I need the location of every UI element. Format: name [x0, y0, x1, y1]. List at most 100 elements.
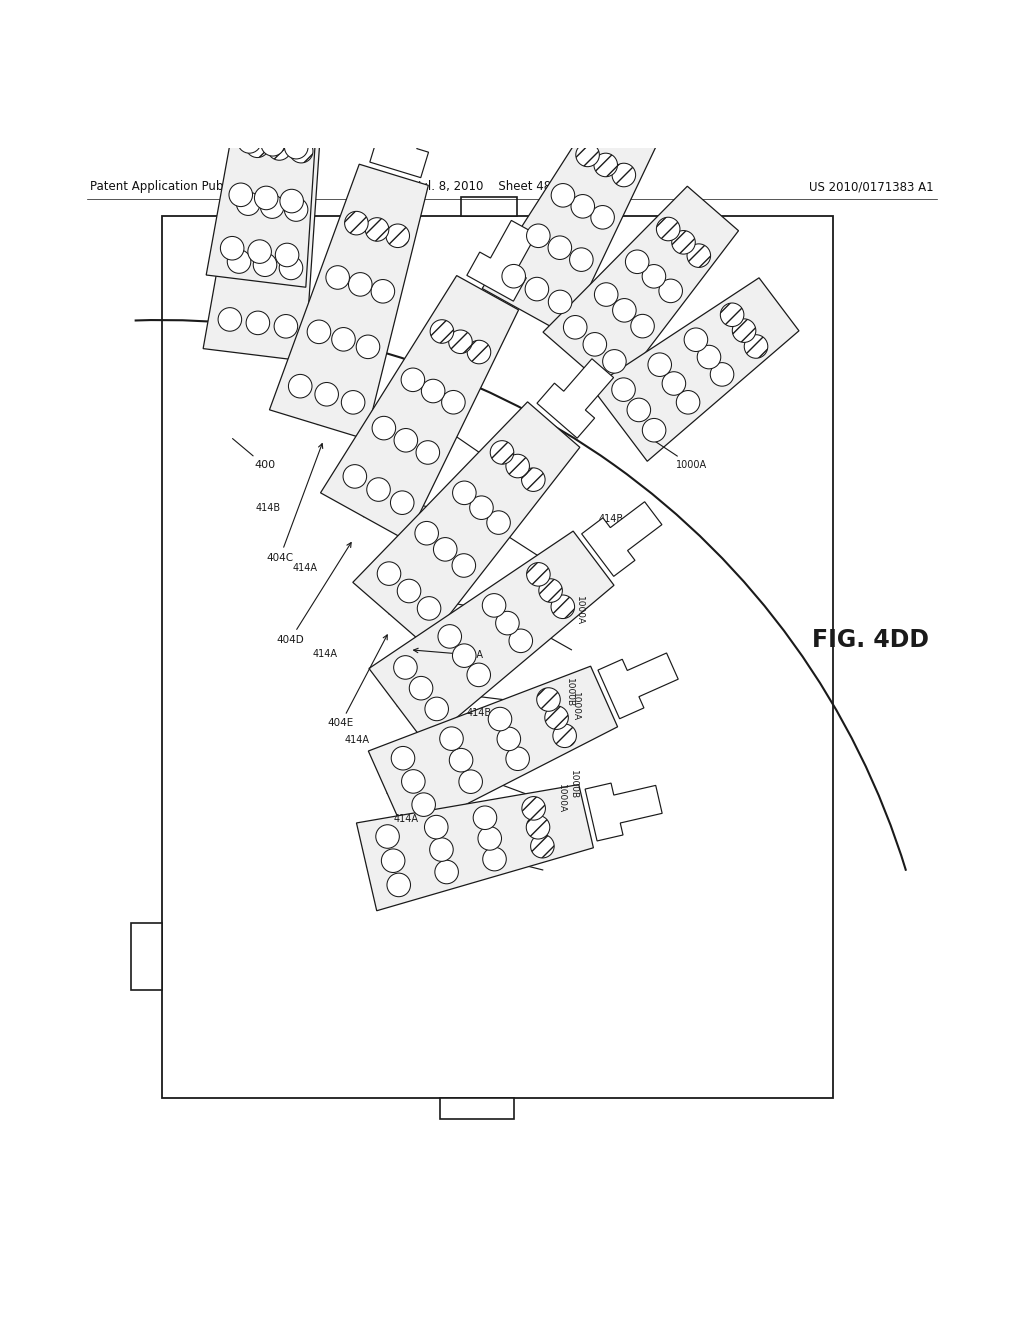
Circle shape	[591, 206, 614, 230]
Circle shape	[332, 327, 355, 351]
Circle shape	[453, 480, 476, 504]
Circle shape	[418, 597, 441, 620]
Circle shape	[441, 391, 465, 414]
Polygon shape	[203, 86, 323, 362]
Circle shape	[412, 793, 435, 816]
Circle shape	[289, 82, 312, 106]
Circle shape	[658, 279, 682, 302]
Circle shape	[603, 350, 627, 374]
Circle shape	[525, 277, 549, 301]
Circle shape	[253, 253, 276, 276]
Circle shape	[522, 796, 546, 820]
Circle shape	[648, 352, 672, 376]
Polygon shape	[369, 531, 614, 743]
Circle shape	[377, 562, 400, 585]
Polygon shape	[582, 502, 662, 577]
Circle shape	[390, 491, 414, 515]
Text: 1000A: 1000A	[647, 436, 707, 470]
Circle shape	[289, 375, 312, 397]
Circle shape	[697, 346, 721, 368]
Circle shape	[356, 335, 380, 359]
Circle shape	[563, 315, 587, 339]
Circle shape	[569, 248, 593, 272]
Circle shape	[307, 319, 331, 343]
Circle shape	[530, 834, 554, 858]
Text: 1000B: 1000B	[565, 678, 573, 708]
Circle shape	[521, 467, 545, 491]
Circle shape	[425, 697, 449, 721]
Circle shape	[425, 816, 449, 840]
Circle shape	[684, 327, 708, 351]
Circle shape	[430, 319, 454, 343]
Circle shape	[583, 333, 606, 356]
Circle shape	[506, 454, 529, 478]
Text: 414A: 414A	[293, 562, 317, 573]
Circle shape	[218, 308, 242, 331]
Text: 1000A: 1000A	[594, 520, 602, 549]
Circle shape	[229, 183, 253, 207]
Circle shape	[220, 236, 244, 260]
Circle shape	[397, 579, 421, 603]
Circle shape	[345, 211, 369, 235]
Circle shape	[575, 143, 599, 166]
Circle shape	[663, 372, 686, 395]
Polygon shape	[461, 197, 517, 215]
Circle shape	[453, 644, 476, 668]
Circle shape	[227, 249, 251, 273]
Polygon shape	[537, 359, 613, 438]
Circle shape	[367, 478, 390, 502]
Circle shape	[285, 136, 308, 158]
Circle shape	[526, 562, 550, 586]
Circle shape	[467, 663, 490, 686]
Circle shape	[537, 688, 560, 711]
Circle shape	[348, 273, 372, 296]
Circle shape	[237, 191, 260, 215]
Circle shape	[391, 746, 415, 770]
Text: 414B: 414B	[599, 513, 625, 524]
Text: 404C: 404C	[266, 444, 323, 562]
Circle shape	[366, 218, 389, 242]
Text: 414A: 414A	[393, 813, 418, 824]
Circle shape	[496, 611, 519, 635]
Circle shape	[438, 624, 462, 648]
Circle shape	[612, 298, 636, 322]
Circle shape	[274, 314, 298, 338]
Circle shape	[720, 304, 743, 326]
Circle shape	[275, 243, 299, 267]
Circle shape	[626, 249, 649, 273]
Circle shape	[341, 391, 365, 414]
Text: 1000A: 1000A	[571, 692, 580, 721]
Polygon shape	[131, 923, 162, 990]
Circle shape	[246, 135, 269, 157]
Circle shape	[551, 183, 574, 207]
Polygon shape	[269, 164, 428, 440]
Circle shape	[631, 314, 654, 338]
Circle shape	[267, 137, 291, 160]
Text: 414A: 414A	[344, 735, 369, 744]
Circle shape	[478, 826, 502, 850]
Circle shape	[642, 418, 666, 442]
Circle shape	[416, 441, 439, 465]
Circle shape	[467, 341, 490, 364]
Polygon shape	[353, 401, 580, 645]
Circle shape	[687, 244, 711, 268]
Circle shape	[449, 330, 472, 354]
Circle shape	[482, 847, 506, 871]
Circle shape	[290, 140, 313, 162]
Text: 400: 400	[232, 438, 275, 470]
Circle shape	[488, 708, 512, 731]
Circle shape	[280, 256, 303, 280]
Circle shape	[285, 198, 308, 222]
Circle shape	[486, 511, 510, 535]
Circle shape	[246, 312, 269, 335]
Text: FIG. 4DD: FIG. 4DD	[812, 627, 929, 652]
Text: Jul. 8, 2010    Sheet 48 of 65: Jul. 8, 2010 Sheet 48 of 65	[418, 181, 586, 194]
Text: Patent Application Publication: Patent Application Publication	[90, 181, 266, 194]
Circle shape	[261, 132, 285, 156]
Circle shape	[526, 816, 550, 840]
Circle shape	[551, 595, 574, 619]
Circle shape	[394, 429, 418, 451]
Circle shape	[439, 727, 463, 751]
Polygon shape	[482, 107, 658, 335]
Circle shape	[672, 231, 695, 255]
